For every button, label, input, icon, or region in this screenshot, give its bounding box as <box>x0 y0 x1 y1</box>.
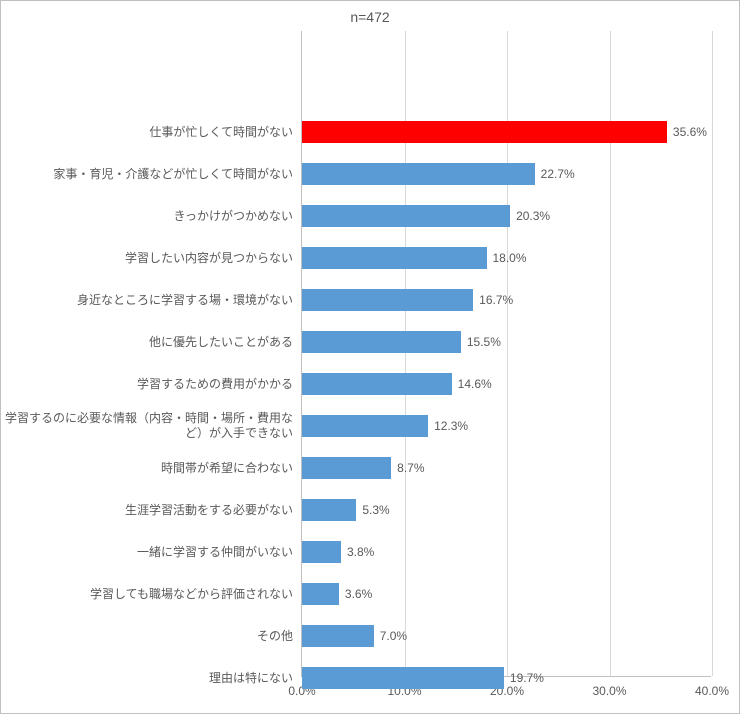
category-label: 時間帯が希望に合わない <box>3 461 293 476</box>
bar <box>302 289 473 311</box>
bar <box>302 121 667 143</box>
value-label: 7.0% <box>374 625 407 647</box>
value-label: 18.0% <box>487 247 527 269</box>
bar <box>302 331 461 353</box>
value-label: 12.3% <box>428 415 468 437</box>
plot-area: 0.0%10.0%20.0%30.0%40.0%35.6%22.7%20.3%1… <box>301 31 711 677</box>
chart-container: n=472 0.0%10.0%20.0%30.0%40.0%35.6%22.7%… <box>0 0 740 714</box>
category-label: きっかけがつかめない <box>3 209 293 224</box>
value-label: 8.7% <box>391 457 424 479</box>
category-label: 学習しても職場などから評価されない <box>3 587 293 602</box>
category-label: 学習するのに必要な情報（内容・時間・場所・費用など）が入手できない <box>3 411 293 441</box>
value-label: 35.6% <box>667 121 707 143</box>
bar <box>302 457 391 479</box>
bar <box>302 373 452 395</box>
category-label: 生涯学習活動をする必要がない <box>3 503 293 518</box>
category-label: 仕事が忙しくて時間がない <box>3 125 293 140</box>
bar <box>302 625 374 647</box>
value-label: 22.7% <box>535 163 575 185</box>
value-label: 3.8% <box>341 541 374 563</box>
category-label: 一緒に学習する仲間がいない <box>3 545 293 560</box>
value-label: 14.6% <box>452 373 492 395</box>
value-label: 20.3% <box>510 205 550 227</box>
category-label: その他 <box>3 629 293 644</box>
bar <box>302 667 504 689</box>
gridline <box>712 31 713 676</box>
category-label: 学習したい内容が見つからない <box>3 251 293 266</box>
category-label: 理由は特にない <box>3 671 293 686</box>
bar <box>302 163 535 185</box>
chart-subtitle: n=472 <box>350 9 389 25</box>
bar <box>302 247 487 269</box>
value-label: 19.7% <box>504 667 544 689</box>
x-tick-label: 30.0% <box>592 684 626 698</box>
value-label: 16.7% <box>473 289 513 311</box>
bar <box>302 415 428 437</box>
category-label: 他に優先したいことがある <box>3 335 293 350</box>
category-label: 学習するための費用がかかる <box>3 377 293 392</box>
category-label: 身近なところに学習する場・環境がない <box>3 293 293 308</box>
value-label: 15.5% <box>461 331 501 353</box>
category-label: 家事・育児・介護などが忙しくて時間がない <box>3 167 293 182</box>
x-tick-label: 40.0% <box>695 684 729 698</box>
bar <box>302 541 341 563</box>
bar <box>302 499 356 521</box>
value-label: 3.6% <box>339 583 372 605</box>
value-label: 5.3% <box>356 499 389 521</box>
bar <box>302 583 339 605</box>
bar <box>302 205 510 227</box>
